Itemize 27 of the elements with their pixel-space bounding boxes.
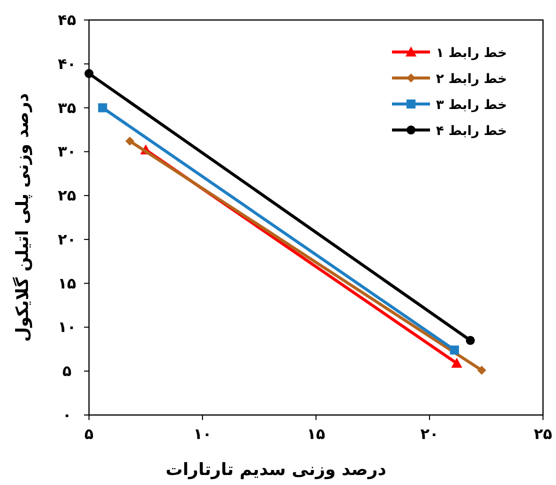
- x-tick-label: ۲۵: [534, 425, 552, 443]
- y-tick-label: ۴۵: [58, 11, 76, 29]
- point: [450, 346, 459, 355]
- point: [84, 69, 94, 78]
- legend-label: خط رابط ۳: [436, 98, 508, 113]
- legend-label: خط رابط ۱: [436, 46, 508, 61]
- x-axis-title: درصد وزنی سدیم تارتارات: [166, 460, 387, 480]
- y-tick-label: ۲۰: [58, 230, 76, 248]
- y-tick-label: ۴۰: [58, 54, 76, 73]
- y-axis-title: درصد وزنی پلی اتیلن گلایکول: [12, 92, 33, 342]
- y-tick-label: ۱۰: [58, 318, 76, 336]
- y-tick-label: ۵: [62, 362, 72, 380]
- y-tick-label: ۲۵: [58, 186, 76, 205]
- point: [125, 136, 134, 146]
- legend-label: خط رابط ۲: [436, 72, 508, 87]
- x-tick-label: ۱۰: [193, 425, 212, 443]
- point: [466, 336, 475, 345]
- point: [477, 366, 486, 375]
- x-tick-label: ۵: [84, 425, 94, 443]
- y-tick-label: ۳۰: [58, 142, 76, 161]
- point: [98, 103, 108, 112]
- x-tick-label: ۱۵: [306, 425, 326, 443]
- x-tick-label: ۲۰: [420, 425, 439, 443]
- y-tick-label: ۳۵: [58, 98, 76, 117]
- y-tick-label: ۱۵: [58, 274, 76, 292]
- y-tick-label: ۰: [62, 406, 72, 424]
- legend-label: خط رابط ۴: [436, 124, 508, 139]
